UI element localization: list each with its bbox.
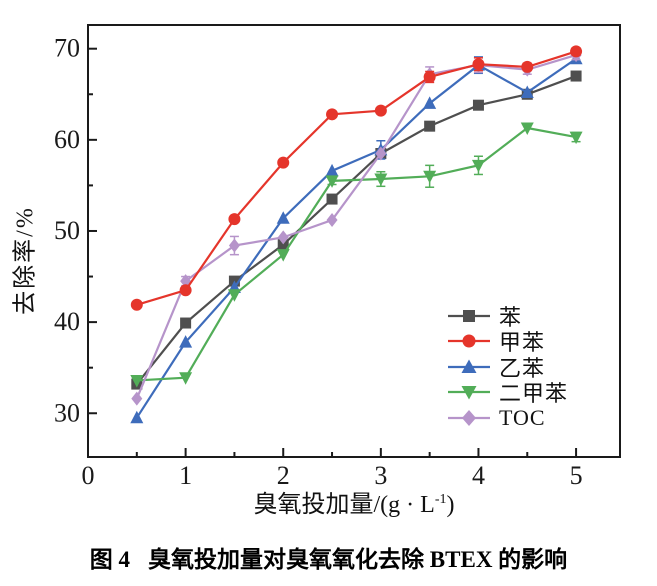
circle-legend-marker-icon — [448, 334, 490, 348]
data-point-marker — [276, 211, 290, 224]
data-point-marker — [521, 60, 534, 73]
data-point-marker — [326, 108, 339, 121]
y-tick-label: 50 — [54, 216, 80, 245]
data-point-marker — [131, 391, 143, 406]
data-point-marker — [423, 70, 436, 83]
figure-caption-text: 臭氧投加量对臭氧氧化去除 BTEX 的影响 — [148, 547, 568, 572]
data-point-marker — [325, 175, 339, 188]
legend-item-0: 苯 — [448, 303, 568, 330]
x-tick-label: 1 — [179, 461, 192, 490]
data-point-marker — [179, 372, 193, 385]
y-tick-label: 70 — [54, 34, 80, 63]
y-tick-label: 30 — [54, 398, 80, 427]
data-point-marker — [277, 239, 289, 251]
legend-label: TOC — [499, 404, 546, 430]
diamond-legend-marker-icon — [448, 409, 490, 426]
data-point-marker — [228, 213, 241, 226]
legend-item-2: 乙苯 — [448, 354, 568, 381]
triangle-down-legend-marker-icon — [448, 386, 490, 400]
figure-number: 图 4 — [89, 547, 131, 572]
data-point-marker — [277, 156, 290, 169]
data-point-marker — [227, 289, 241, 302]
legend-item-1: 甲苯 — [448, 329, 568, 355]
data-point-marker — [326, 213, 338, 228]
data-point-marker — [130, 374, 144, 388]
legend-label: 甲苯 — [499, 330, 546, 356]
figure-caption: 图 4 臭氧投加量对臭氧氧化去除 BTEX 的影响 — [0, 540, 657, 574]
triangle-up-legend-marker-icon — [448, 359, 490, 373]
data-point-marker — [130, 298, 143, 311]
x-tick-label: 4 — [472, 461, 485, 490]
square-legend-marker-icon — [448, 309, 490, 322]
x-axis-label-text: 臭氧投加量/(g · L — [253, 492, 435, 518]
data-point-marker — [277, 230, 289, 245]
data-point-marker — [423, 96, 437, 109]
x-tick-label: 2 — [277, 461, 290, 490]
plot-frame — [87, 24, 621, 458]
data-point-marker — [228, 238, 240, 253]
data-point-marker — [520, 85, 534, 98]
data-point-marker — [423, 170, 437, 184]
legend-item-3: 二甲苯 — [448, 380, 568, 406]
data-point-marker — [570, 45, 583, 58]
data-point-marker — [472, 99, 484, 111]
series-line-2 — [135, 57, 577, 419]
chart-legend: 苯甲苯 乙苯 二甲苯 TOC — [448, 303, 568, 431]
data-point-marker — [179, 335, 193, 348]
data-point-marker — [326, 193, 338, 205]
data-point-marker — [374, 104, 387, 117]
x-tick-label: 0 — [82, 461, 95, 490]
data-point-marker — [570, 70, 582, 82]
x-axis-label-superscript: -1 — [434, 492, 447, 507]
y-tick-label: 40 — [54, 307, 80, 336]
data-point-marker — [276, 249, 290, 262]
data-point-marker — [130, 410, 144, 424]
x-tick-label: 3 — [374, 461, 387, 490]
data-point-marker — [471, 159, 485, 173]
y-axis-label: 去除率/% — [12, 206, 39, 315]
data-point-marker — [180, 317, 192, 329]
x-axis-label-suffix: ) — [446, 492, 455, 518]
series-line-3 — [136, 126, 577, 382]
legend-label: 二甲苯 — [499, 381, 569, 407]
legend-label: 乙苯 — [499, 355, 546, 381]
data-point-marker — [569, 131, 583, 145]
series-line-1 — [136, 50, 577, 306]
x-axis-label: 臭氧投加量/(g · L-1) — [88, 484, 620, 519]
series-line-4 — [135, 54, 577, 400]
data-point-marker — [472, 58, 485, 71]
legend-label: 苯 — [499, 304, 523, 330]
data-point-marker — [424, 120, 436, 132]
data-point-marker — [375, 146, 387, 161]
data-point-marker — [179, 284, 192, 297]
x-tick-label: 5 — [570, 461, 583, 490]
data-point-marker — [520, 122, 534, 135]
data-point-marker — [325, 163, 339, 177]
legend-item-4: TOC — [448, 405, 568, 431]
y-tick-label: 60 — [54, 125, 80, 154]
series-line-0 — [135, 75, 577, 385]
data-point-marker — [374, 173, 388, 187]
